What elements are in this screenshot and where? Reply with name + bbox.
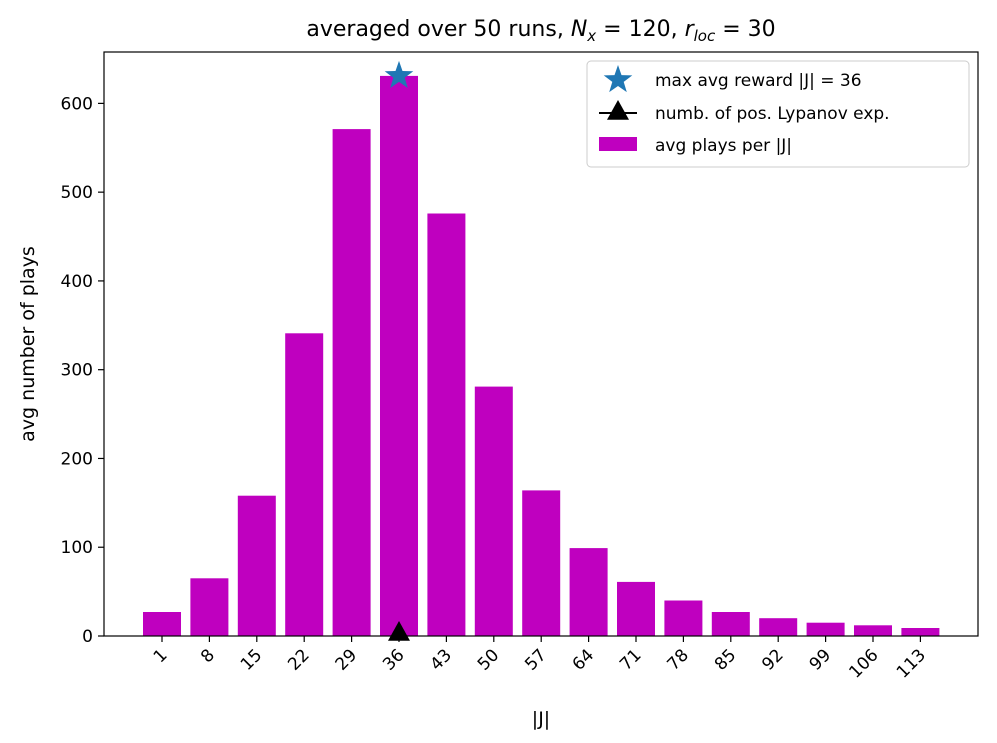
x-tick-label: 1 <box>150 645 172 667</box>
x-tick-label: 64 <box>569 645 598 674</box>
y-tick-label: 100 <box>61 538 93 558</box>
bar <box>522 490 561 636</box>
x-tick-label: 85 <box>711 645 740 674</box>
bar <box>332 129 371 636</box>
x-tick-label: 43 <box>426 645 455 674</box>
bar <box>711 612 750 636</box>
bar <box>569 548 608 636</box>
legend-entry-lyapunov: numb. of pos. Lypanov exp. <box>655 104 890 124</box>
x-tick-label: 50 <box>474 645 503 674</box>
bar <box>806 622 845 636</box>
x-tick-label: 99 <box>806 645 835 674</box>
x-tick-label: 36 <box>379 645 408 674</box>
y-ticks-group: 0 100 200 300 400 500 600 <box>61 94 104 647</box>
y-tick-label: 600 <box>61 94 93 114</box>
y-tick-label: 200 <box>61 449 93 469</box>
bar <box>474 386 513 636</box>
x-tick-label: 57 <box>521 645 550 674</box>
x-tick-label: 92 <box>758 645 787 674</box>
legend: max avg reward |J| = 36 numb. of pos. Ly… <box>586 60 970 168</box>
x-ticks-group: 1 8 15 22 29 36 43 50 57 64 71 78 85 92 99 106 113 <box>150 636 930 682</box>
bar <box>854 625 892 636</box>
x-tick-label: 15 <box>237 645 266 674</box>
bar <box>237 495 276 636</box>
y-tick-label: 400 <box>61 272 93 292</box>
x-tick-label: 71 <box>616 645 645 674</box>
y-tick-label: 0 <box>82 627 93 647</box>
bar <box>143 612 181 636</box>
legend-entry-max-reward: max avg reward |J| = 36 <box>655 71 862 91</box>
x-tick-label: 78 <box>663 645 692 674</box>
x-tick-label: 8 <box>197 645 219 667</box>
legend-bar-swatch <box>599 137 637 151</box>
x-tick-label: 106 <box>845 645 882 682</box>
bar <box>664 600 703 636</box>
chart-title: averaged over 50 runs, Nx = 120, rloc = … <box>306 17 775 45</box>
bar <box>617 581 655 636</box>
bar <box>427 213 466 636</box>
bar <box>759 618 798 636</box>
bar <box>285 333 324 636</box>
y-tick-label: 300 <box>61 361 93 381</box>
x-axis-label: |J| <box>532 708 550 730</box>
legend-entry-avg-plays: avg plays per |J| <box>655 136 792 156</box>
y-tick-label: 500 <box>61 183 93 203</box>
x-tick-label: 22 <box>284 645 313 674</box>
bars-group <box>143 75 940 636</box>
legend-triangle-icon <box>607 100 629 120</box>
x-tick-label: 113 <box>893 645 930 682</box>
plot-frame <box>103 51 979 637</box>
bar <box>901 628 940 636</box>
bar <box>380 75 418 636</box>
y-axis-label: avg number of plays <box>17 246 39 442</box>
legend-star-icon <box>603 65 633 93</box>
legend-box <box>586 60 970 168</box>
bar <box>190 578 229 636</box>
max-reward-star-marker <box>384 60 414 88</box>
x-tick-label: 29 <box>332 645 361 674</box>
